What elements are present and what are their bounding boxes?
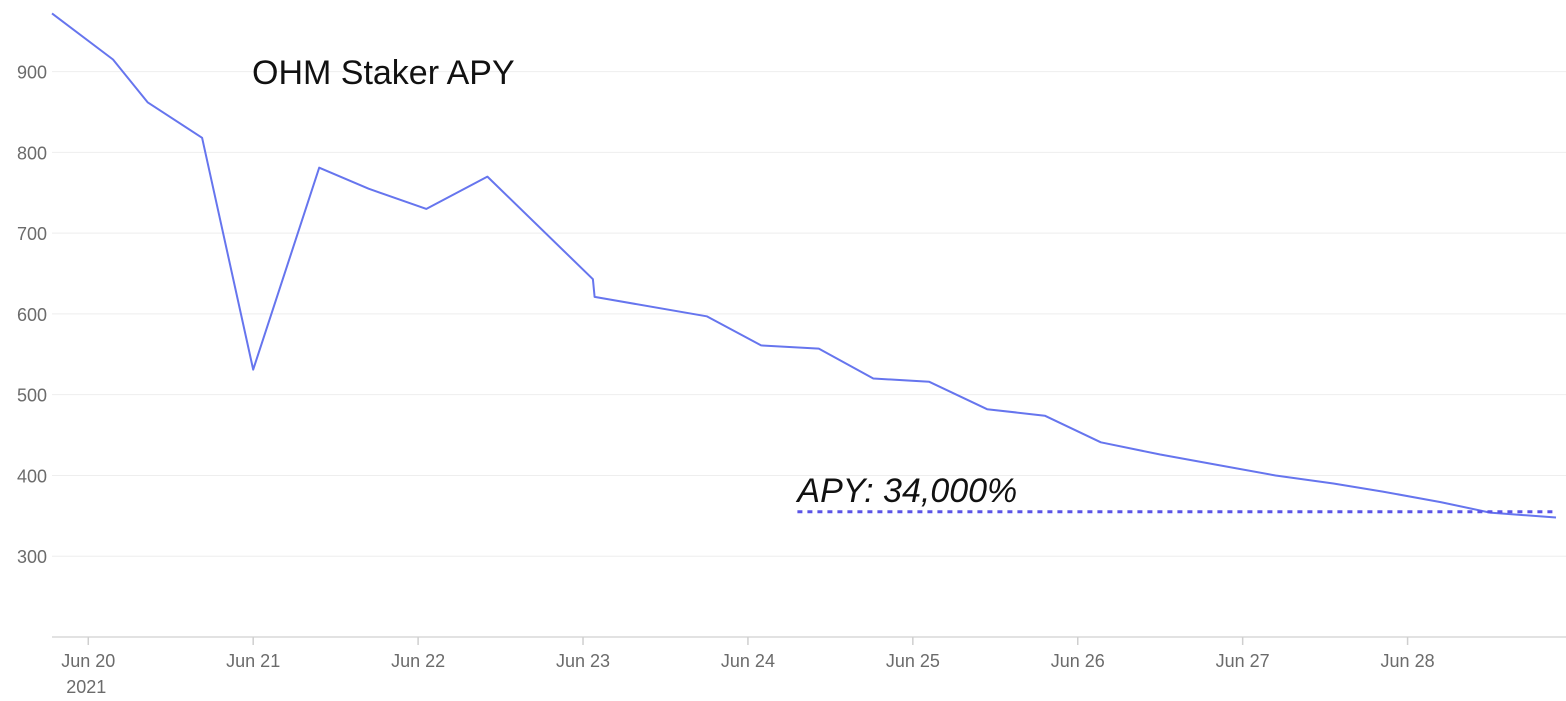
y-tick-label: 400: [17, 466, 47, 486]
x-axis: Jun 20 Jun 21 Jun 22 Jun 23 Jun 24 Jun 25 Jun …: [61, 637, 1435, 671]
x-tick-label: Jun 23: [556, 651, 610, 671]
x-tick-label: Jun 26: [1051, 651, 1105, 671]
y-axis: 300 400 500 600 700 800 900: [17, 63, 47, 568]
y-tick-label: 800: [17, 143, 47, 163]
y-tick-label: 500: [17, 386, 47, 406]
y-tick-label: 600: [17, 305, 47, 325]
x-tick-label: Jun 20: [61, 651, 115, 671]
x-tick-label: Jun 21: [226, 651, 280, 671]
chart-title: OHM Staker APY: [252, 54, 515, 92]
gridlines: [52, 71, 1566, 557]
x-tick-label: Jun 28: [1381, 651, 1435, 671]
x-tick-label: Jun 27: [1216, 651, 1270, 671]
y-tick-label: 900: [17, 63, 47, 83]
apy-annotation: APY: 34,000%: [795, 472, 1017, 510]
y-tick-label: 700: [17, 224, 47, 244]
y-tick-label: 300: [17, 547, 47, 567]
x-tick-label: Jun 24: [721, 651, 775, 671]
apy-series-line: [51, 12, 1557, 519]
x-axis-year-label: 2021: [66, 677, 106, 697]
x-tick-label: Jun 22: [391, 651, 445, 671]
x-tick-label: Jun 25: [886, 651, 940, 671]
